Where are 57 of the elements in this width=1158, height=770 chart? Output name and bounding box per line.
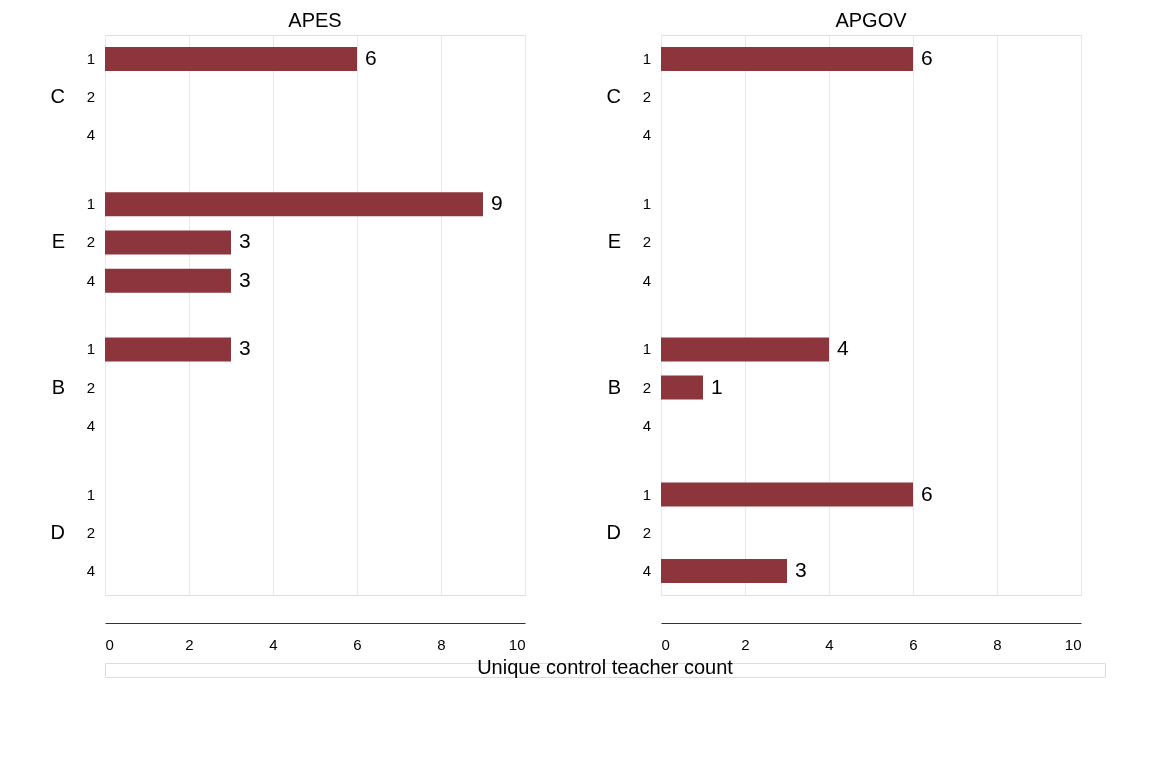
chart-title: APES [288, 9, 342, 31]
y-tick-label: 2 [642, 523, 651, 541]
x-tick-label: 2 [185, 635, 194, 653]
y-tick-label: 1 [86, 50, 95, 68]
y-tick-label: 2 [642, 88, 651, 106]
y-tick-label: 1 [642, 195, 651, 213]
x-tick-label: 10 [508, 635, 526, 653]
y-tick-label: 4 [86, 416, 95, 434]
y-tick-label: 2 [86, 88, 95, 106]
text: D [50, 520, 65, 543]
y-tick-label: 4 [642, 271, 651, 289]
y-tick-label: 4 [642, 416, 651, 434]
y-tick-label: 4 [642, 126, 651, 144]
text: B [607, 375, 621, 398]
data-label: 1 [711, 374, 723, 398]
y-tick-label: 2 [86, 523, 95, 541]
y-tick-label: 2 [86, 233, 95, 251]
x-tick-label: 8 [993, 635, 1002, 653]
data-label: 3 [239, 267, 251, 291]
y-tick-label: 2 [642, 233, 651, 251]
y-tick-label: 1 [642, 50, 651, 68]
y-tick-label: 2 [86, 378, 95, 396]
x-tick-label: 4 [269, 635, 278, 653]
x-tick-label: 6 [353, 635, 362, 653]
text: C [50, 85, 65, 108]
y-tick-label: 1 [642, 485, 651, 503]
x-tick-label: 6 [909, 635, 918, 653]
data-label: 3 [239, 336, 251, 360]
text: E [51, 230, 65, 253]
text: D [606, 520, 621, 543]
data-label: 3 [239, 229, 251, 253]
y-tick-label: 4 [642, 561, 651, 579]
x-tick-label: 2 [741, 635, 750, 653]
y-tick-label: 1 [642, 340, 651, 358]
data-label: 6 [365, 46, 377, 70]
y-tick-label: 4 [86, 126, 95, 144]
text: E [607, 230, 621, 253]
text: C [606, 85, 621, 108]
x-axis-title: Unique control teacher count [477, 656, 734, 678]
data-label: 6 [921, 46, 933, 70]
text: B [51, 375, 65, 398]
y-tick-label: 2 [642, 378, 651, 396]
x-tick-label: 8 [437, 635, 446, 653]
data-label: 4 [837, 336, 849, 360]
y-tick-label: 4 [86, 271, 95, 289]
chart-title: APGOV [835, 9, 908, 31]
data-label: 6 [921, 481, 933, 505]
x-tick-label: 10 [1064, 635, 1082, 653]
y-tick-label: 4 [86, 561, 95, 579]
x-tick-label: 0 [105, 635, 114, 653]
y-tick-label: 1 [86, 340, 95, 358]
y-tick-label: 1 [86, 485, 95, 503]
data-label: 3 [795, 557, 807, 581]
y-tick-label: 1 [86, 195, 95, 213]
data-label: 9 [491, 191, 503, 215]
x-tick-label: 0 [661, 635, 670, 653]
x-tick-label: 4 [825, 635, 834, 653]
